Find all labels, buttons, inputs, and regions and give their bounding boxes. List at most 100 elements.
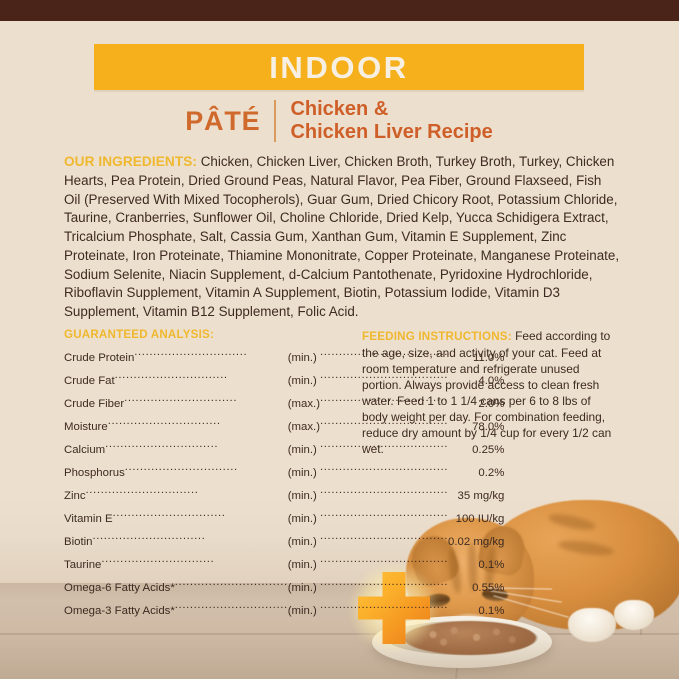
guaranteed-analysis-section: GUARANTEED ANALYSIS: Crude Protein .....… bbox=[64, 328, 504, 620]
ga-dot-leader: .................................. bbox=[320, 414, 449, 427]
ga-nutrient-label: Phosphorus bbox=[64, 466, 125, 479]
ga-nutrient-label: Moisture bbox=[64, 420, 108, 433]
ga-dot-leader: .................................. bbox=[320, 460, 449, 473]
plus-badge-icon bbox=[349, 563, 439, 653]
recipe-name: Chicken & Chicken Liver Recipe bbox=[290, 98, 493, 143]
recipe-divider bbox=[274, 100, 277, 142]
ga-nutrient-name: Crude Fat .............................. bbox=[64, 367, 288, 390]
ga-basis: (min.) bbox=[287, 512, 317, 525]
ga-basis: (max.) bbox=[287, 420, 321, 433]
ga-basis: (min.) bbox=[287, 351, 317, 364]
ga-dot-leader: .............................. bbox=[101, 552, 215, 565]
ga-dot-leader: .............................. bbox=[112, 506, 226, 519]
guaranteed-analysis-row: Vitamin E ..............................… bbox=[64, 505, 504, 528]
guaranteed-analysis-row: Omega-3 Fatty Acids* ...................… bbox=[64, 597, 504, 620]
ga-nutrient-label: Crude Fiber bbox=[64, 397, 125, 410]
ingredients-text: Chicken, Chicken Liver, Chicken Broth, T… bbox=[64, 154, 620, 320]
ga-dot-leader: .................................. bbox=[320, 368, 449, 381]
feeding-instructions-section: FEEDING INSTRUCTIONS: Feed according to … bbox=[362, 328, 618, 457]
guaranteed-analysis-row: Crude Protein ..........................… bbox=[64, 344, 504, 367]
guaranteed-analysis-row: Taurine .............................. (m… bbox=[64, 551, 504, 574]
ga-dot-leader: .............................. bbox=[92, 529, 206, 542]
guaranteed-analysis-heading: GUARANTEED ANALYSIS: bbox=[64, 328, 215, 341]
ga-dot-leader: .................................. bbox=[320, 575, 449, 588]
ga-basis: (min.) bbox=[287, 581, 317, 594]
ga-dot-leader: .................................. bbox=[320, 437, 449, 450]
ga-nutrient-label: Zinc bbox=[64, 489, 86, 502]
floor-grout-line bbox=[0, 633, 679, 635]
ga-nutrient-name: Crude Protein ..........................… bbox=[64, 344, 288, 367]
cat-paw bbox=[568, 608, 616, 642]
ga-nutrient-label: Taurine bbox=[64, 558, 102, 571]
indoor-banner: INDOOR bbox=[94, 44, 584, 90]
feeding-instructions-text: Feed according to the age, size, and act… bbox=[362, 329, 612, 457]
ga-dot-leader: .................................. bbox=[320, 346, 449, 358]
ga-nutrient-label: Biotin bbox=[64, 535, 93, 548]
ga-dot-leader: .............................. bbox=[174, 598, 288, 611]
cat-paw bbox=[614, 600, 654, 630]
ga-dot-leader: .................................. bbox=[320, 529, 449, 542]
ga-basis: (min.) bbox=[287, 374, 317, 387]
ga-value: 0.55% bbox=[472, 581, 505, 594]
ga-nutrient-name: Taurine .............................. bbox=[64, 551, 288, 574]
ga-value: 0.1% bbox=[478, 604, 505, 617]
ga-dot-leader: .................................. bbox=[320, 552, 449, 565]
ga-value: 0.2% bbox=[478, 466, 505, 479]
ga-basis: (min.) bbox=[287, 558, 317, 571]
ga-nutrient-name: Calcium .............................. bbox=[64, 436, 288, 459]
recipe-row: PÂTÉ Chicken & Chicken Liver Recipe bbox=[94, 96, 584, 146]
ga-dot-leader: .............................. bbox=[174, 575, 288, 588]
ga-nutrient-name: Biotin .............................. bbox=[64, 528, 288, 551]
ga-basis: (min.) bbox=[287, 443, 317, 456]
ga-value: 11.0% bbox=[472, 351, 505, 364]
ga-dot-leader: .................................. bbox=[320, 506, 449, 519]
ga-nutrient-name: Zinc .............................. bbox=[64, 482, 288, 505]
feeding-instructions-heading: FEEDING INSTRUCTIONS: bbox=[362, 330, 512, 343]
ga-nutrient-label: Crude Fat bbox=[64, 374, 115, 387]
ga-basis: (min.) bbox=[287, 466, 317, 479]
ga-dot-leader: .............................. bbox=[85, 483, 199, 496]
ga-nutrient-label: Crude Protein bbox=[64, 351, 135, 364]
ga-value: 0.1% bbox=[478, 558, 505, 571]
guaranteed-analysis-row: Crude Fat ..............................… bbox=[64, 367, 504, 390]
ga-nutrient-name: Moisture .............................. bbox=[64, 413, 288, 436]
ga-nutrient-name: Vitamin E .............................. bbox=[64, 505, 288, 528]
ga-value: 100 IU/kg bbox=[455, 512, 505, 525]
ga-basis: (max.) bbox=[287, 397, 321, 410]
ga-dot-leader: .............................. bbox=[105, 437, 219, 450]
ga-value: 0.02 mg/kg bbox=[448, 535, 505, 548]
ga-value: 2.0% bbox=[478, 397, 505, 410]
ga-dot-leader: .............................. bbox=[124, 460, 238, 473]
texture-label: PÂTÉ bbox=[185, 105, 261, 136]
ga-dot-leader: .................................. bbox=[320, 598, 449, 611]
guaranteed-analysis-table: Crude Protein ..........................… bbox=[64, 344, 504, 620]
ga-nutrient-name: Omega-3 Fatty Acids* ...................… bbox=[64, 597, 288, 620]
ga-nutrient-name: Phosphorus .............................… bbox=[64, 459, 288, 482]
ga-basis: (min.) bbox=[287, 604, 317, 617]
guaranteed-analysis-row: Phosphorus .............................… bbox=[64, 459, 504, 482]
ga-nutrient-label: Omega-6 Fatty Acids* bbox=[64, 581, 175, 594]
guaranteed-analysis-row: Calcium .............................. (m… bbox=[64, 436, 504, 459]
ga-dot-leader: .............................. bbox=[107, 414, 221, 427]
ga-basis: (min.) bbox=[287, 489, 317, 502]
ga-dot-leader: .................................. bbox=[320, 483, 449, 496]
top-border-bar bbox=[0, 0, 679, 21]
ga-dot-leader: .............................. bbox=[124, 391, 238, 404]
ga-value: 35 mg/kg bbox=[457, 489, 505, 502]
ga-nutrient-label: Omega-3 Fatty Acids* bbox=[64, 604, 175, 617]
banner-title: INDOOR bbox=[269, 49, 409, 85]
ga-nutrient-name: Crude Fiber ............................… bbox=[64, 390, 288, 413]
cat-photo bbox=[0, 430, 679, 679]
ga-dot-leader: .............................. bbox=[114, 368, 228, 381]
ga-dot-leader: .............................. bbox=[134, 346, 248, 358]
ga-basis: (min.) bbox=[287, 535, 317, 548]
ga-value: 4.0% bbox=[478, 374, 505, 387]
ingredients-section: OUR INGREDIENTS: Chicken, Chicken Liver,… bbox=[64, 152, 620, 322]
ingredients-heading: OUR INGREDIENTS: bbox=[64, 154, 198, 169]
ga-nutrient-label: Vitamin E bbox=[64, 512, 113, 525]
guaranteed-analysis-row: Moisture ..............................(… bbox=[64, 413, 504, 436]
guaranteed-analysis-row: Omega-6 Fatty Acids* ...................… bbox=[64, 574, 504, 597]
ga-value: 78.0% bbox=[472, 420, 505, 433]
guaranteed-analysis-row: Zinc .............................. (min.… bbox=[64, 482, 504, 505]
